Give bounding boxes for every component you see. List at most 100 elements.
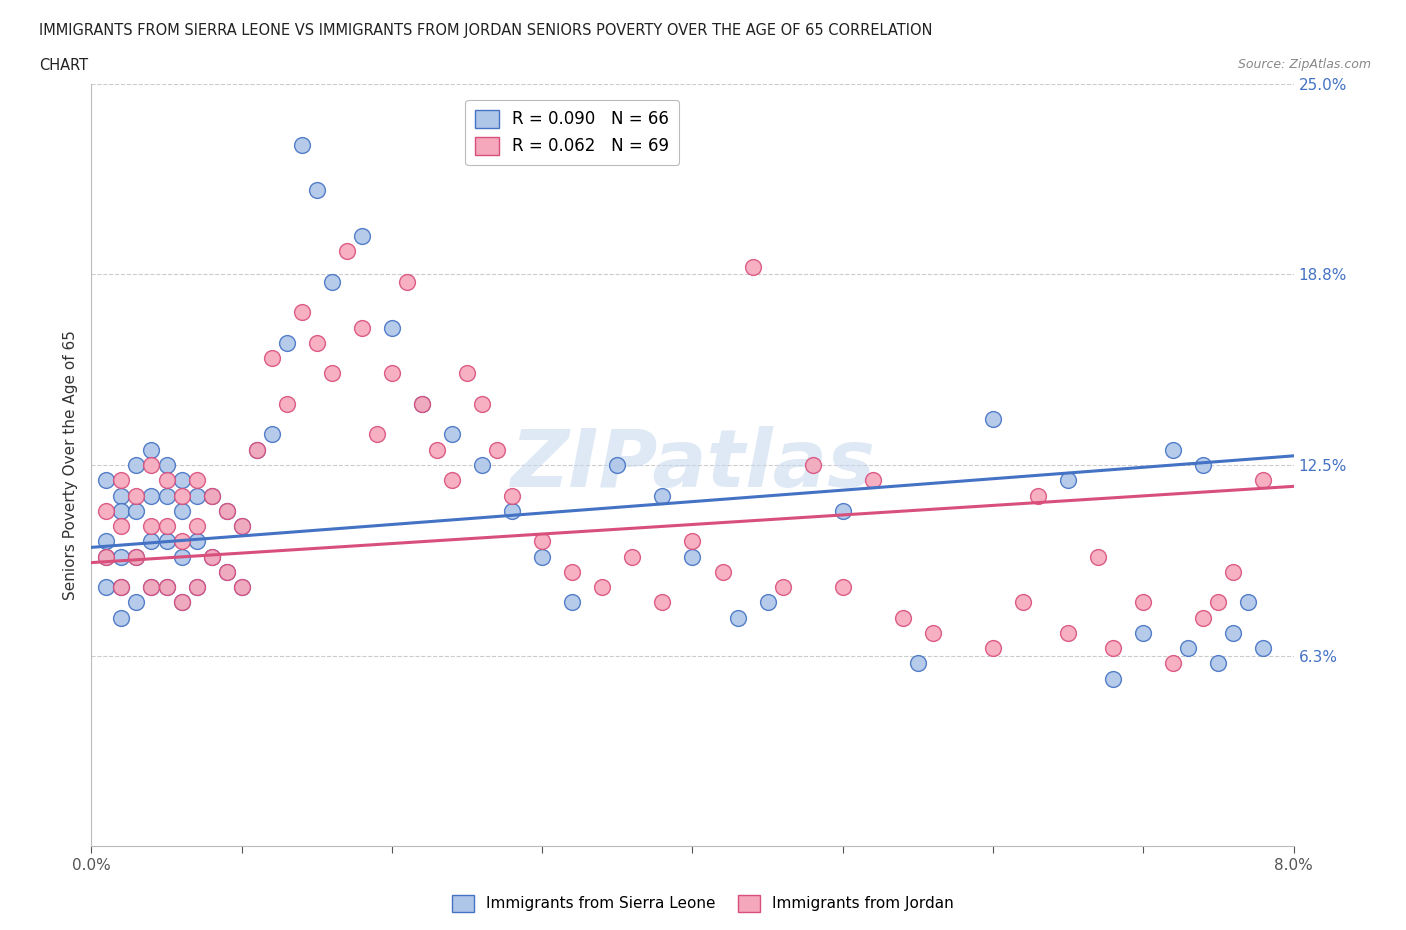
Point — [215, 565, 238, 579]
Point — [170, 534, 193, 549]
Point — [651, 595, 673, 610]
Point — [201, 488, 224, 503]
Point — [350, 229, 373, 244]
Point — [96, 549, 118, 564]
Point — [125, 503, 148, 518]
Point — [141, 443, 163, 458]
Point — [170, 595, 193, 610]
Text: IMMIGRANTS FROM SIERRA LEONE VS IMMIGRANTS FROM JORDAN SENIORS POVERTY OVER THE : IMMIGRANTS FROM SIERRA LEONE VS IMMIGRAN… — [39, 23, 932, 38]
Point — [155, 534, 177, 549]
Point — [1102, 641, 1125, 656]
Point — [681, 534, 703, 549]
Point — [741, 259, 763, 274]
Point — [260, 351, 283, 365]
Point — [681, 549, 703, 564]
Point — [170, 472, 193, 487]
Point — [96, 549, 118, 564]
Point — [1208, 656, 1230, 671]
Point — [1012, 595, 1035, 610]
Point — [231, 519, 253, 534]
Point — [155, 519, 177, 534]
Point — [246, 443, 269, 458]
Point — [215, 565, 238, 579]
Point — [141, 579, 163, 594]
Legend: R = 0.090   N = 66, R = 0.062   N = 69: R = 0.090 N = 66, R = 0.062 N = 69 — [465, 100, 679, 166]
Point — [531, 549, 554, 564]
Point — [711, 565, 734, 579]
Point — [486, 443, 509, 458]
Point — [201, 549, 224, 564]
Point — [141, 488, 163, 503]
Point — [336, 244, 359, 259]
Point — [110, 610, 132, 625]
Point — [186, 488, 208, 503]
Point — [350, 320, 373, 335]
Point — [907, 656, 929, 671]
Point — [471, 458, 494, 472]
Point — [201, 549, 224, 564]
Point — [440, 472, 463, 487]
Point — [186, 519, 208, 534]
Point — [141, 534, 163, 549]
Point — [155, 472, 177, 487]
Point — [471, 396, 494, 411]
Point — [366, 427, 388, 442]
Point — [1253, 472, 1275, 487]
Point — [96, 472, 118, 487]
Point — [1161, 443, 1184, 458]
Point — [381, 366, 404, 381]
Point — [411, 396, 433, 411]
Point — [110, 579, 132, 594]
Point — [561, 595, 583, 610]
Point — [110, 579, 132, 594]
Text: Source: ZipAtlas.com: Source: ZipAtlas.com — [1237, 58, 1371, 71]
Point — [862, 472, 884, 487]
Point — [561, 565, 583, 579]
Point — [186, 534, 208, 549]
Point — [141, 579, 163, 594]
Text: ZIPatlas: ZIPatlas — [510, 426, 875, 504]
Point — [170, 488, 193, 503]
Point — [1102, 671, 1125, 686]
Point — [727, 610, 749, 625]
Point — [186, 472, 208, 487]
Point — [321, 274, 343, 289]
Point — [426, 443, 449, 458]
Point — [125, 549, 148, 564]
Point — [155, 579, 177, 594]
Point — [125, 488, 148, 503]
Point — [215, 503, 238, 518]
Point — [125, 458, 148, 472]
Point — [621, 549, 644, 564]
Point — [981, 641, 1004, 656]
Point — [831, 579, 853, 594]
Point — [291, 138, 314, 153]
Point — [215, 503, 238, 518]
Point — [411, 396, 433, 411]
Point — [381, 320, 404, 335]
Point — [155, 488, 177, 503]
Point — [170, 503, 193, 518]
Point — [501, 503, 523, 518]
Point — [96, 579, 118, 594]
Point — [291, 305, 314, 320]
Point — [1132, 595, 1154, 610]
Point — [922, 625, 945, 640]
Point — [186, 579, 208, 594]
Point — [110, 472, 132, 487]
Point — [170, 549, 193, 564]
Point — [1222, 565, 1244, 579]
Point — [110, 488, 132, 503]
Point — [1253, 641, 1275, 656]
Legend: Immigrants from Sierra Leone, Immigrants from Jordan: Immigrants from Sierra Leone, Immigrants… — [446, 889, 960, 918]
Point — [231, 519, 253, 534]
Point — [606, 458, 628, 472]
Point — [305, 336, 328, 351]
Point — [96, 503, 118, 518]
Point — [246, 443, 269, 458]
Point — [1087, 549, 1109, 564]
Point — [305, 183, 328, 198]
Point — [141, 458, 163, 472]
Point — [801, 458, 824, 472]
Point — [395, 274, 418, 289]
